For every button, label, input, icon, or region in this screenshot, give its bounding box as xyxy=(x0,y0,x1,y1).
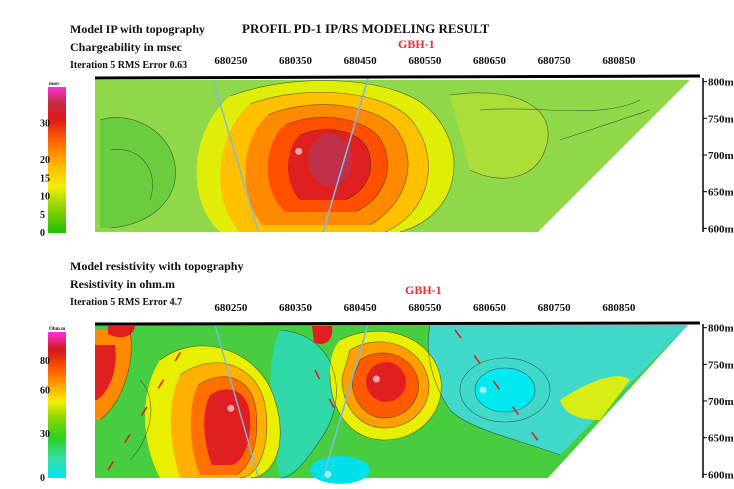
x-tick-label: 680350 xyxy=(279,302,313,314)
panel2-fault-lines xyxy=(107,329,546,471)
x-tick-label: 680350 xyxy=(279,55,313,67)
panel2-contour-band xyxy=(475,368,535,412)
panel2-contour-band xyxy=(270,330,337,478)
panel2-anomaly-markers xyxy=(227,375,487,478)
panel1-x-tick-labels: 680250 680350 680450 680550 680650 680750 6808… xyxy=(214,55,636,67)
anomaly-center xyxy=(227,404,235,412)
y-tick-label: 700m xyxy=(708,396,734,408)
x-tick-label: 680250 xyxy=(214,302,248,314)
panel1-y-axis: 800m 750m 700m 650m 600m xyxy=(702,77,734,235)
panel2-borehole-label: GBH-1 xyxy=(405,283,442,297)
x-tick-label: 680650 xyxy=(473,302,507,314)
panel2-resistivity-section xyxy=(95,323,688,484)
x-tick-label: 680450 xyxy=(344,55,378,67)
y-tick-label: 600m xyxy=(708,469,734,481)
x-tick-label: 680550 xyxy=(408,55,442,67)
y-tick-label: 600m xyxy=(708,223,734,235)
y-tick-label: 750m xyxy=(708,113,734,125)
colorbar-tick-label: 0 xyxy=(40,228,45,239)
colorbar-tick-label: 15 xyxy=(40,173,50,184)
panel1-topography-line xyxy=(94,74,701,80)
y-tick-label: 800m xyxy=(708,323,734,335)
y-tick-label: 800m xyxy=(708,77,734,89)
panel2-colorbar xyxy=(48,332,66,478)
panel1-contour-band xyxy=(450,92,549,179)
x-tick-label: 680750 xyxy=(538,55,572,67)
colorbar-tick-label: 5 xyxy=(40,210,45,221)
panel1-contour-band xyxy=(308,134,352,186)
x-tick-label: 680850 xyxy=(602,302,636,314)
colorbar-tick-label: 30 xyxy=(40,429,50,440)
panel1-borehole-line xyxy=(322,77,369,233)
anomaly-center xyxy=(295,147,303,155)
x-tick-label: 680850 xyxy=(602,55,636,67)
x-tick-label: 680750 xyxy=(538,302,572,314)
y-tick-label: 700m xyxy=(708,150,734,162)
panel2-colorbar-unit: Ohm.m xyxy=(49,327,66,332)
panel2-contour-band xyxy=(108,326,135,338)
y-tick-label: 750m xyxy=(708,359,734,371)
panel2-borehole-line xyxy=(322,323,369,479)
colorbar-tick-label: 60 xyxy=(40,385,50,396)
colorbar-tick-label: 10 xyxy=(40,192,50,203)
colorbar-tick-label: 80 xyxy=(40,356,50,367)
panel2-contour-band xyxy=(95,345,116,400)
panel1-anomaly-markers xyxy=(295,147,303,155)
y-tick-label: 650m xyxy=(708,433,734,445)
panel2-y-axis: 800m 750m 700m 650m 600m xyxy=(702,323,734,481)
panel1-colorbar xyxy=(48,87,66,233)
anomaly-center xyxy=(324,470,332,478)
x-tick-label: 680450 xyxy=(344,302,378,314)
panel2-contour-band xyxy=(312,326,333,345)
panel1-chargeability-section xyxy=(95,77,690,233)
panel2-contour-band xyxy=(428,325,688,455)
panel2-iteration: Iteration 5 RMS Error 4.7 xyxy=(70,297,182,308)
panel1-subtitle: Chargeability in msec xyxy=(70,40,183,54)
panel1-borehole-line xyxy=(212,79,259,231)
anomaly-center xyxy=(372,375,380,383)
panel1-contour-lines xyxy=(99,80,651,233)
panel1-iteration: Iteration 5 RMS Error 0.63 xyxy=(70,60,187,71)
main-title: PROFIL PD-1 IP/RS MODELING RESULT xyxy=(242,21,490,36)
panel2-contour-band xyxy=(366,362,406,402)
panel1-colorbar-ticks: 30 20 15 10 5 0 xyxy=(40,119,50,240)
panel1-colorbar-unit: msec xyxy=(49,82,60,87)
x-tick-label: 680250 xyxy=(214,55,248,67)
panel1-borehole-label: GBH-1 xyxy=(398,37,435,51)
panel2-borehole-line xyxy=(214,324,259,477)
anomaly-center xyxy=(479,386,487,394)
panel2-topography-line xyxy=(94,321,701,326)
panel2-contour-band xyxy=(310,456,370,484)
panel2-subtitle: Resistivity in ohm.m xyxy=(70,277,175,291)
panel1-contour-band xyxy=(100,117,176,228)
panel2-x-tick-labels: 680250 680350 680450 680550 680650 680750 6808… xyxy=(214,302,636,314)
x-tick-label: 680550 xyxy=(408,302,442,314)
colorbar-tick-label: 0 xyxy=(40,473,45,484)
panel2-colorbar-ticks: 80 60 30 0 xyxy=(40,356,50,484)
panel2-contour-band xyxy=(560,376,630,420)
y-tick-label: 650m xyxy=(708,187,734,199)
colorbar-tick-label: 30 xyxy=(40,119,50,130)
panel2-title: Model resistivity with topography xyxy=(70,259,243,273)
panel1-title: Model IP with topography xyxy=(70,22,205,36)
x-tick-label: 680650 xyxy=(473,55,507,67)
colorbar-tick-label: 20 xyxy=(40,155,50,166)
